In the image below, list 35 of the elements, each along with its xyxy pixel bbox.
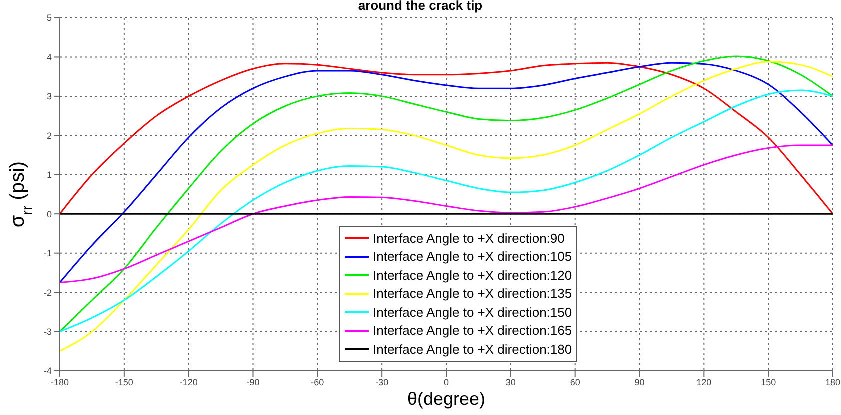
- x-tick-label: -60: [311, 377, 324, 388]
- y-tick-label: 1: [46, 170, 52, 180]
- line-series: [60, 144, 833, 284]
- x-tick-label: 0: [444, 377, 450, 388]
- x-tick-label: -180: [50, 377, 70, 388]
- legend-label: Interface Angle to +X direction:150: [373, 304, 572, 320]
- y-tick-label: -4: [44, 366, 52, 376]
- x-tick-label: 30: [506, 377, 516, 388]
- x-tick-label: -30: [376, 377, 389, 388]
- x-tick-label: -90: [246, 377, 260, 388]
- x-tick-label: 180: [825, 377, 841, 388]
- legend-label: Interface Angle to +X direction:120: [373, 268, 572, 283]
- legend-label: Interface Angle to +X direction:90: [373, 230, 565, 246]
- legend-label: Interface Angle to +X direction:105: [373, 249, 572, 264]
- x-tick-label: -150: [115, 377, 134, 388]
- x-axis-title: θ(degree): [407, 389, 486, 409]
- legend-label: Interface Angle to +X direction:135: [373, 286, 572, 302]
- x-tick-label: 120: [696, 377, 712, 388]
- y-tick-label: 3: [46, 92, 52, 102]
- y-tick-label: -2: [44, 288, 52, 298]
- x-tick-label: 60: [570, 377, 580, 388]
- line-series: [60, 62, 833, 215]
- y-tick-label: 4: [46, 52, 52, 62]
- y-tick-label: 2: [46, 130, 52, 141]
- legend-label: Interface Angle to +X direction:165: [373, 323, 572, 338]
- chart-title: around the crack tip: [357, 0, 484, 13]
- x-tick-label: 150: [761, 377, 776, 388]
- x-tick-label: -120: [180, 377, 198, 388]
- y-tick-label: 0: [46, 209, 52, 220]
- y-tick-label: 5: [46, 13, 52, 24]
- line-series: [60, 62, 833, 284]
- legend-label: Interface Angle to +X direction:180: [373, 342, 572, 357]
- x-tick-label: 90: [634, 377, 645, 388]
- y-tick-label: -1: [44, 248, 52, 259]
- y-tick-label: -3: [44, 326, 52, 337]
